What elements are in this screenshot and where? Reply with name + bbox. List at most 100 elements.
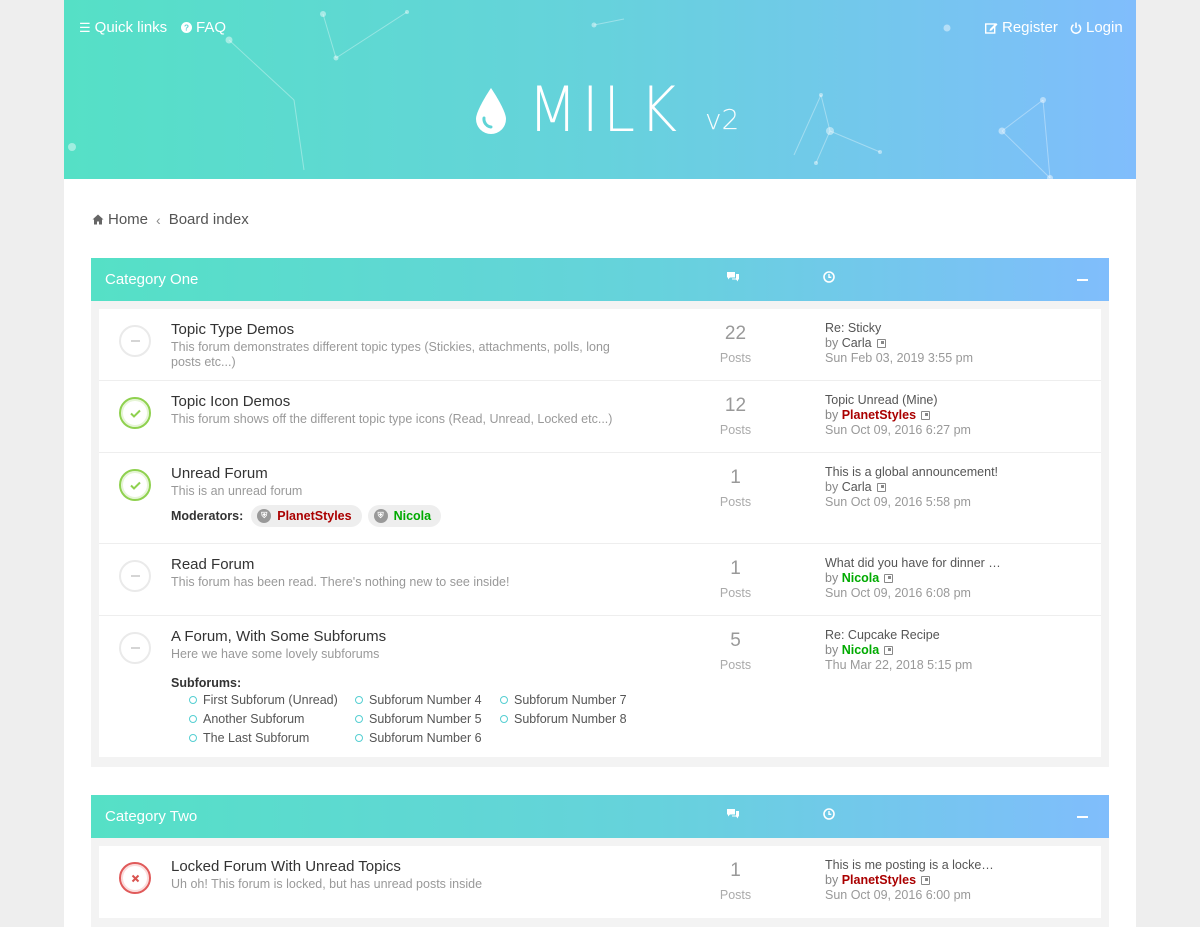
forum-unread-icon bbox=[119, 469, 151, 501]
posts-label: Posts bbox=[719, 888, 752, 902]
breadcrumb-board-index[interactable]: Board index bbox=[168, 211, 249, 228]
last-post-author[interactable]: PlanetStyles bbox=[841, 873, 917, 887]
last-post-title[interactable]: What did you have for dinner … bbox=[825, 556, 1001, 570]
last-post-author[interactable]: Carla bbox=[841, 480, 872, 494]
login-label: Login bbox=[1086, 19, 1123, 36]
forum-title[interactable]: Topic Type Demos bbox=[171, 321, 295, 338]
subforum-icon bbox=[500, 696, 508, 704]
faq-link[interactable]: ? FAQ bbox=[181, 19, 226, 36]
drop-icon bbox=[476, 88, 506, 134]
subforum-label: Subforum Number 5 bbox=[369, 712, 482, 726]
forum-description: This forum shows off the different topic… bbox=[171, 412, 613, 426]
subforum-label: Subforum Number 8 bbox=[514, 712, 627, 726]
view-latest-post-icon[interactable] bbox=[876, 483, 886, 492]
forum-title[interactable]: A Forum, With Some Subforums bbox=[171, 628, 387, 645]
register-link[interactable]: Register bbox=[985, 19, 1058, 36]
category-header: Category One bbox=[91, 258, 1109, 301]
category-one: Category One Topic Type Demos This forum… bbox=[91, 258, 1109, 767]
subforum-label: Subforum Number 7 bbox=[514, 693, 627, 707]
forum-row: Read Forum This forum has been read. The… bbox=[99, 544, 1101, 616]
forum-row: Locked Forum With Unread Topics Uh oh! T… bbox=[99, 846, 1101, 918]
forum-locked-icon bbox=[119, 862, 151, 894]
breadcrumb: Home ‹ Board index bbox=[92, 211, 249, 228]
forum-row: Unread Forum This is an unread forum Mod… bbox=[99, 453, 1101, 544]
subforum-label: Subforum Number 6 bbox=[369, 731, 482, 745]
view-latest-post-icon[interactable] bbox=[884, 646, 894, 655]
last-post-author[interactable]: Nicola bbox=[841, 571, 880, 585]
forum-description: This is an unread forum bbox=[171, 484, 303, 498]
last-post: Topic Unread (Mine) by PlanetStyles Sun … bbox=[825, 393, 971, 438]
view-latest-post-icon[interactable] bbox=[921, 876, 931, 885]
subforum-link[interactable]: Subforum Number 8 bbox=[500, 712, 627, 726]
subforum-link[interactable]: First Subforum (Unread) bbox=[189, 693, 338, 707]
subforum-label: The Last Subforum bbox=[203, 731, 310, 745]
collapse-toggle-button[interactable] bbox=[1077, 816, 1088, 818]
quick-links-button[interactable]: ☰ Quick links bbox=[79, 19, 167, 36]
home-icon bbox=[92, 214, 104, 225]
forum-description: Here we have some lovely subforums bbox=[171, 647, 380, 661]
login-link[interactable]: Login bbox=[1070, 19, 1123, 36]
last-post: Re: Cupcake Recipe by Nicola Thu Mar 22,… bbox=[825, 628, 972, 673]
last-post-author[interactable]: PlanetStyles bbox=[841, 408, 917, 422]
last-post-date: Thu Mar 22, 2018 5:15 pm bbox=[825, 658, 973, 672]
forum-description: Uh oh! This forum is locked, but has unr… bbox=[171, 877, 483, 891]
last-post-date: Sun Oct 09, 2016 6:00 pm bbox=[825, 888, 971, 902]
forum-read-icon bbox=[119, 325, 151, 357]
subforum-link[interactable]: Subforum Number 4 bbox=[355, 693, 482, 707]
moderator-chip[interactable]: ⛨ PlanetStyles bbox=[251, 505, 362, 527]
subforum-icon bbox=[355, 734, 363, 742]
subforum-icon bbox=[355, 715, 363, 723]
by-label: by bbox=[825, 480, 839, 494]
last-post-date: Sun Oct 09, 2016 6:27 pm bbox=[825, 423, 971, 437]
subforum-icon bbox=[500, 715, 508, 723]
subforum-link[interactable]: The Last Subforum bbox=[189, 731, 309, 745]
posts-count: 1 bbox=[730, 558, 741, 579]
subforum-link[interactable]: Another Subforum bbox=[189, 712, 304, 726]
faq-label: FAQ bbox=[196, 19, 227, 36]
moderator-chip[interactable]: ⛨ Nicola bbox=[367, 505, 442, 527]
subforum-link[interactable]: Subforum Number 6 bbox=[355, 731, 482, 745]
forum-title[interactable]: Read Forum bbox=[171, 556, 255, 573]
power-icon bbox=[1070, 22, 1082, 34]
last-post: This is a global announcement! by Carla … bbox=[825, 465, 998, 510]
category-title[interactable]: Category Two bbox=[105, 808, 198, 825]
last-post-author[interactable]: Carla bbox=[841, 336, 872, 350]
collapse-toggle-button[interactable] bbox=[1077, 279, 1088, 281]
last-post-title[interactable]: Re: Cupcake Recipe bbox=[825, 628, 940, 642]
last-post-title[interactable]: Re: Sticky bbox=[825, 321, 882, 335]
posts-comments-icon bbox=[727, 809, 739, 819]
subforum-link[interactable]: Subforum Number 5 bbox=[355, 712, 482, 726]
posts-count: 22 bbox=[724, 323, 747, 344]
last-post-date: Sun Oct 09, 2016 5:58 pm bbox=[825, 495, 971, 509]
posts-count: 5 bbox=[730, 630, 741, 651]
forum-description: This forum has been read. There's nothin… bbox=[171, 575, 510, 589]
breadcrumb-home[interactable]: Home bbox=[108, 211, 149, 228]
last-post-title[interactable]: This is me posting is a locke… bbox=[825, 858, 994, 872]
view-latest-post-icon[interactable] bbox=[921, 411, 931, 420]
category-title[interactable]: Category One bbox=[105, 271, 199, 288]
close-icon bbox=[131, 874, 139, 882]
view-latest-post-icon[interactable] bbox=[884, 574, 894, 583]
forum-read-icon bbox=[119, 632, 151, 664]
forum-title[interactable]: Topic Icon Demos bbox=[171, 393, 291, 410]
posts-count: 12 bbox=[724, 395, 747, 416]
forum-list: Locked Forum With Unread Topics Uh oh! T… bbox=[99, 846, 1101, 918]
forum-title[interactable]: Unread Forum bbox=[171, 465, 268, 482]
register-label: Register bbox=[1002, 19, 1058, 36]
last-post: Re: Sticky by Carla Sun Feb 03, 2019 3:5… bbox=[825, 321, 973, 366]
svg-text:?: ? bbox=[184, 24, 189, 33]
last-post-title[interactable]: Topic Unread (Mine) bbox=[825, 393, 938, 407]
last-post-author[interactable]: Nicola bbox=[841, 643, 880, 657]
site-logo[interactable]: MILK v2 bbox=[474, 79, 739, 141]
check-icon bbox=[129, 409, 141, 418]
check-icon bbox=[129, 481, 141, 490]
forum-title[interactable]: Locked Forum With Unread Topics bbox=[171, 858, 401, 875]
posts-count: 1 bbox=[730, 467, 741, 488]
last-post-title[interactable]: This is a global announcement! bbox=[825, 465, 999, 479]
edit-icon bbox=[985, 22, 998, 34]
forum-list: Topic Type Demos This forum demonstrates… bbox=[99, 309, 1101, 757]
moderators: Moderators: ⛨ PlanetStyles ⛨ Nicola bbox=[171, 505, 442, 527]
subforum-link[interactable]: Subforum Number 7 bbox=[500, 693, 627, 707]
view-latest-post-icon[interactable] bbox=[876, 339, 886, 348]
subforum-icon bbox=[355, 696, 363, 704]
